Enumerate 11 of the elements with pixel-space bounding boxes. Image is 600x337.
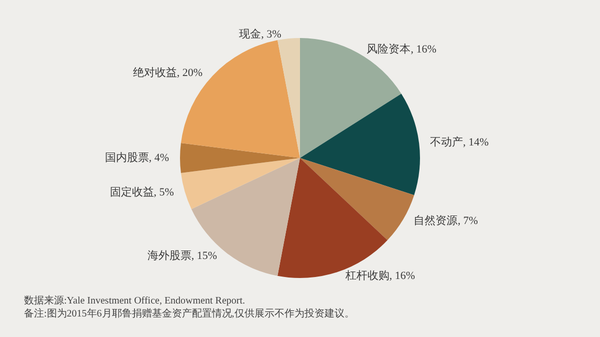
source-note: 数据来源:Yale Investment Office, Endowment Report.	[24, 294, 245, 306]
slice-label: 固定收益, 5%	[110, 186, 174, 199]
text: 备注:图为2015年6月耶鲁捐赠基金资产配置情况,仅供展示不作为投资建议。	[24, 308, 354, 320]
slice-label: 现金, 3%	[239, 28, 282, 41]
slice-label: 海外股票, 15%	[147, 250, 217, 262]
slice-label: 不动产, 14%	[430, 135, 489, 148]
slice-label: 风险资本, 16%	[366, 42, 436, 56]
slice-label: 国内股票, 4%	[104, 151, 169, 164]
slice-label: 自然资源, 7%	[414, 215, 478, 228]
slice-label: 杠杆收购, 16%	[344, 270, 415, 282]
slice-label: 绝对收益, 20%	[132, 66, 203, 80]
